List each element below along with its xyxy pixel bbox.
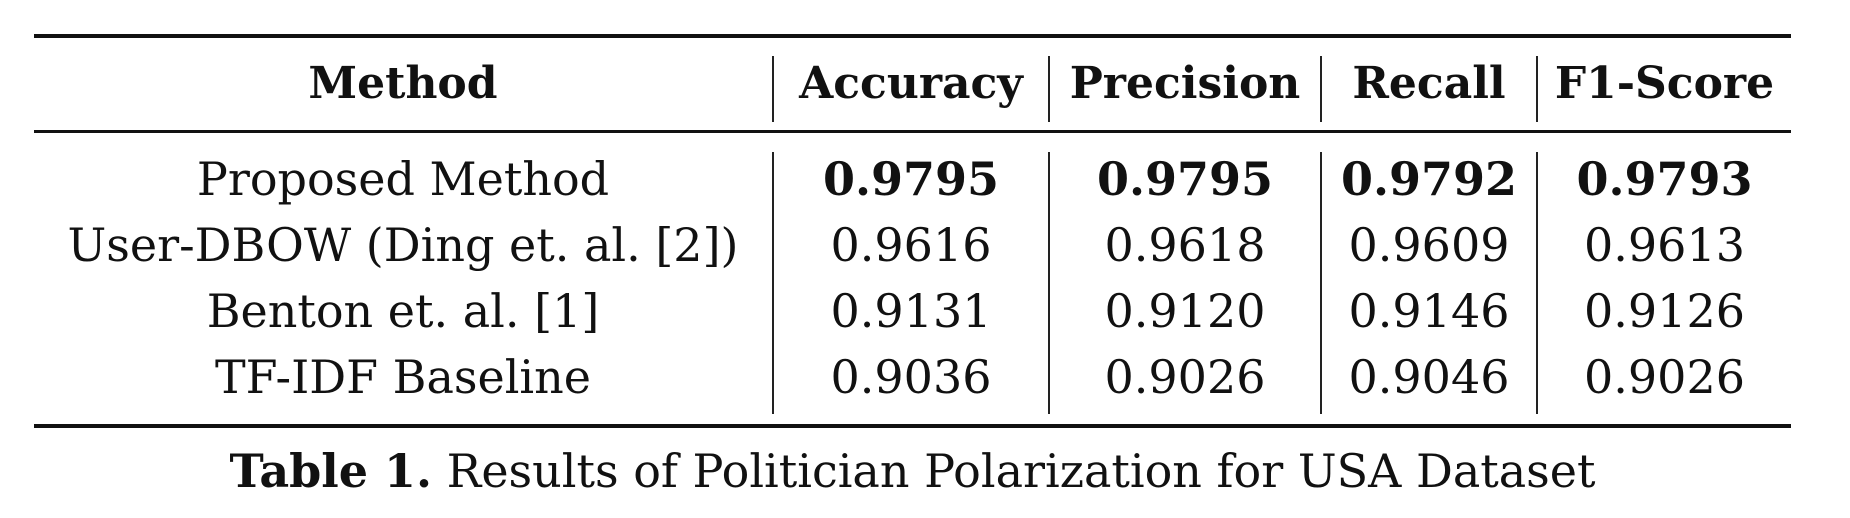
row-user-dbow-accuracy: 0.9616 (830, 218, 992, 272)
row-tfidf-precision: 0.9026 (1104, 350, 1266, 404)
header-f1-score: F1-Score (1554, 58, 1775, 109)
column-divider (1048, 152, 1050, 414)
row-tfidf-accuracy: 0.9036 (830, 350, 992, 404)
column-divider (1048, 56, 1050, 122)
header-accuracy: Accuracy (799, 58, 1023, 109)
row-benton-label: Benton et. al. [1] (206, 284, 600, 338)
row-benton-f1: 0.9126 (1584, 284, 1745, 338)
row-proposed-method-accuracy: 0.9795 (822, 152, 1000, 206)
row-benton-recall: 0.9146 (1348, 284, 1510, 338)
row-benton-precision: 0.9120 (1104, 284, 1266, 338)
column-divider (1320, 152, 1322, 414)
header-method: Method (308, 58, 498, 109)
row-user-dbow-f1: 0.9613 (1584, 218, 1745, 272)
column-divider (772, 56, 774, 122)
row-benton-accuracy: 0.9131 (830, 284, 992, 338)
row-tfidf-label: TF-IDF Baseline (215, 350, 591, 404)
column-divider (1536, 152, 1538, 414)
column-divider (772, 152, 774, 414)
header-precision: Precision (1069, 58, 1301, 109)
row-proposed-method-f1: 0.9793 (1576, 152, 1753, 206)
row-tfidf-f1: 0.9026 (1584, 350, 1745, 404)
table-caption-label: Table 1. (229, 444, 433, 498)
row-user-dbow-precision: 0.9618 (1104, 218, 1266, 272)
table-header-rule (34, 130, 1791, 133)
column-divider (1320, 56, 1322, 122)
row-tfidf-recall: 0.9046 (1348, 350, 1510, 404)
table-caption-text: Results of Politician Polarization for U… (432, 444, 1596, 498)
row-user-dbow-recall: 0.9609 (1348, 218, 1510, 272)
row-proposed-method-label: Proposed Method (196, 152, 610, 206)
row-proposed-method-precision: 0.9795 (1096, 152, 1274, 206)
column-divider (1536, 56, 1538, 122)
table-caption: Table 1. Results of Politician Polarizat… (34, 448, 1791, 494)
row-proposed-method-recall: 0.9792 (1340, 152, 1518, 206)
table-bottom-rule (34, 424, 1791, 428)
header-recall: Recall (1352, 58, 1506, 109)
table-top-rule (34, 34, 1791, 38)
row-user-dbow-label: User-DBOW (Ding et. al. [2]) (67, 218, 739, 272)
